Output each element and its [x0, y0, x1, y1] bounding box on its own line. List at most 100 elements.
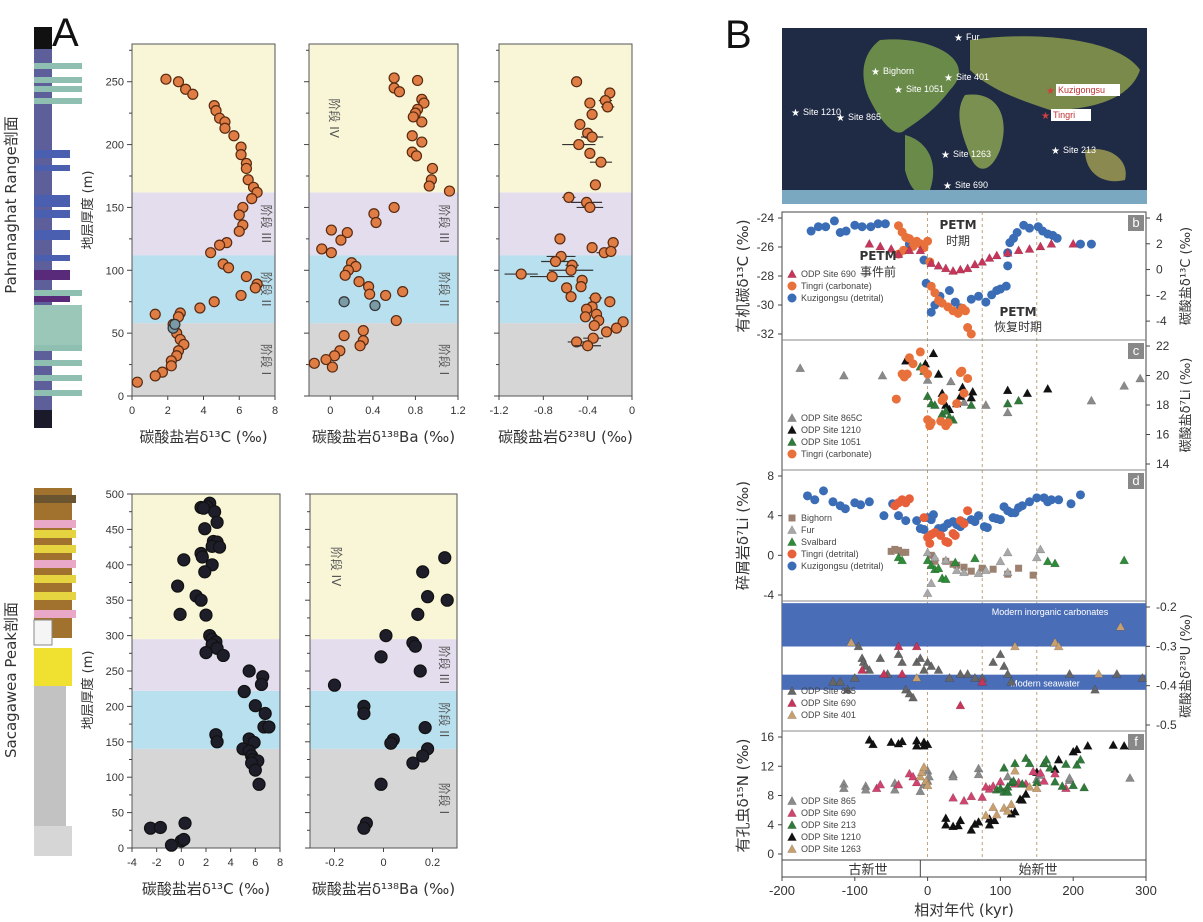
data-point: [806, 226, 816, 236]
y-tick-label-right: -2: [1156, 288, 1167, 302]
data-point: [1022, 388, 1033, 398]
data-point: [959, 397, 969, 406]
data-point: [989, 565, 997, 573]
y-tick-label-left: -28: [757, 269, 775, 283]
data-point: [925, 538, 935, 548]
data-point: [411, 74, 424, 87]
plot-frame: [498, 43, 633, 397]
data-point: [922, 780, 933, 790]
data-point: [212, 540, 227, 554]
data-point: [877, 370, 888, 380]
data-point: [205, 247, 217, 259]
data-point: [950, 557, 961, 567]
y-tick-label: 500: [106, 489, 124, 501]
data-point: [258, 706, 272, 721]
data-point: [980, 810, 991, 820]
data-point: [908, 692, 918, 702]
column-layer: [34, 545, 76, 553]
data-point: [897, 555, 908, 565]
data-point: [980, 399, 991, 409]
data-point: [1002, 567, 1013, 577]
data-point: [341, 226, 353, 239]
data-point: [1020, 789, 1031, 798]
data-point: [235, 289, 247, 302]
stage-band-3: [309, 192, 458, 256]
data-point: [440, 593, 454, 607]
x-tick-label: 6: [236, 405, 242, 417]
data-point: [969, 553, 980, 563]
legend-marker: [788, 514, 796, 522]
thickness-label-top: 地层厚度 (m): [80, 171, 96, 250]
data-point: [1125, 772, 1135, 782]
data-point: [904, 245, 915, 255]
data-point: [196, 501, 211, 515]
data-point: [894, 546, 902, 554]
petm-during-label: 时期: [946, 234, 970, 248]
data-point: [856, 500, 866, 510]
legend-label: ODP Site 690: [801, 698, 856, 708]
x-tick-label: 0.2: [425, 857, 440, 869]
stage-label: 阶段 I: [259, 344, 274, 375]
x-tick-label: 100: [990, 883, 1012, 898]
data-point: [974, 291, 984, 301]
data-point: [1071, 759, 1082, 769]
x-axis-label: 碳酸盐岩δ²³⁸U (‰): [498, 428, 633, 446]
site-star-icon: ★: [871, 67, 880, 78]
data-point: [864, 497, 874, 507]
y-axis-label-right: 碳酸盐δ¹³C (‰): [1179, 227, 1194, 325]
data-point-gray: [169, 318, 181, 330]
data-point: [617, 316, 629, 328]
data-point: [1035, 767, 1046, 777]
y-tick-label-left: 12: [761, 759, 775, 773]
data-point: [364, 288, 376, 300]
x-tick-label: 2: [165, 405, 171, 417]
data-point: [1079, 782, 1090, 792]
x-tick-label: 0: [924, 883, 931, 898]
y-tick-label-left: 0: [767, 847, 774, 861]
stage-label: 阶段 IV: [327, 98, 342, 138]
data-point: [222, 262, 235, 274]
data-point: [915, 653, 926, 662]
data-point: [933, 260, 944, 270]
legend-marker: [787, 536, 797, 546]
data-point: [574, 118, 586, 131]
x-tick-label: -2: [152, 857, 162, 869]
data-point: [426, 162, 439, 175]
data-point: [357, 325, 369, 337]
data-point: [421, 590, 435, 604]
data-point: [915, 245, 926, 255]
data-point: [1111, 668, 1122, 678]
y-tick-label-left: -30: [757, 298, 775, 312]
data-point: [933, 664, 944, 674]
y-tick-label: 100: [106, 772, 124, 784]
data-point: [969, 259, 980, 269]
data-point: [554, 233, 566, 245]
data-point: [960, 306, 970, 316]
data-point: [923, 369, 933, 379]
legend-label: ODP Site 1210: [801, 425, 861, 435]
site-label: Tingri: [1053, 110, 1075, 120]
data-point: [1029, 571, 1037, 579]
stage-label: 阶段 I: [437, 783, 452, 814]
data-point: [393, 86, 406, 98]
data-point: [380, 289, 392, 302]
data-point: [1119, 555, 1130, 565]
column-layer: [34, 495, 76, 503]
data-point: [926, 578, 937, 587]
data-point: [194, 302, 206, 314]
data-point: [1017, 794, 1028, 804]
data-point: [857, 222, 867, 232]
x-axis-label-time: 相对年代 (kyr): [914, 901, 1014, 919]
data-point: [838, 370, 849, 380]
data-point: [1002, 668, 1013, 678]
data-point: [810, 495, 820, 505]
data-point: [587, 332, 599, 344]
legend-label: ODP Site 690: [801, 269, 856, 279]
data-point: [254, 677, 269, 692]
x-tick-label: 0: [380, 857, 386, 869]
data-point: [1042, 383, 1053, 393]
data-point: [1093, 668, 1104, 678]
x-tick-label: -0.8: [534, 405, 553, 417]
data-point: [984, 252, 995, 262]
data-point: [1115, 621, 1126, 631]
